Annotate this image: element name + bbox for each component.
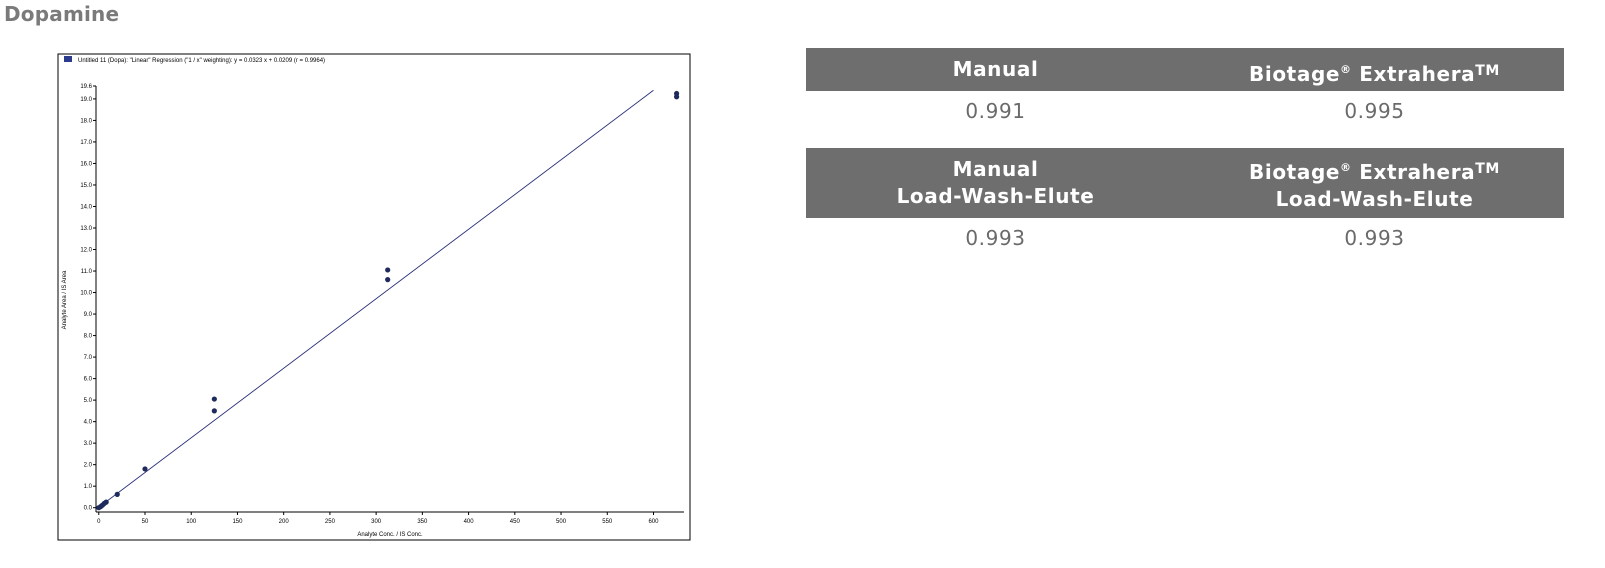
y-tick-label: 4.0 [84,420,93,426]
table1-value-row: 0.991 0.995 [806,91,1564,131]
table1-header-biotage: Biotage® ExtraheraTM [1249,62,1500,86]
y-tick-label: 8.0 [84,334,93,340]
x-tick-label: 100 [186,519,197,525]
y-tick-label: 3.0 [84,441,93,447]
x-tick-label: 50 [142,519,149,525]
chart-legend: Untitled 11 (Dopa): "Linear" Regression … [78,58,325,64]
x-tick-label: 350 [417,519,428,525]
x-tick-label: 0 [97,519,101,525]
table1-value-manual: 0.991 [965,99,1026,123]
table2-header-biotage: Biotage® ExtraheraTM Load-Wash-Elute [1249,159,1500,211]
table1-header-row: Manual Biotage® ExtraheraTM [806,48,1564,91]
table2-value-manual: 0.993 [965,226,1026,250]
y-tick-label: 19.0 [80,97,92,103]
table2-header-manual: Manual Load-Wash-Elute [896,157,1095,208]
data-point [114,491,120,497]
x-tick-label: 450 [510,519,521,525]
table1-header-manual: Manual [952,57,1039,81]
table2-value-row: 0.993 0.993 [806,218,1564,258]
x-tick-label: 250 [325,519,336,525]
y-tick-label: 12.0 [80,248,92,254]
y-tick-label: 6.0 [84,377,93,383]
x-tick-label: 400 [464,519,475,525]
x-tick-label: 300 [371,519,382,525]
calibration-chart: Untitled 11 (Dopa): "Linear" Regression … [57,53,691,541]
results-table-2: Manual Load-Wash-Elute Biotage® Extraher… [806,148,1564,258]
y-tick-label: 9.0 [84,312,93,318]
data-point [211,408,217,414]
regression-line [98,89,654,508]
y-tick-label: 2.0 [84,463,93,469]
legend-swatch [64,56,72,62]
table1-value-biotage: 0.995 [1344,99,1405,123]
x-tick-label: 150 [232,519,243,525]
chart-ylabel: Analyte Area / IS Area [62,270,68,329]
y-tick-label: 10.0 [80,291,92,297]
y-tick-label: 0.0 [84,506,93,512]
y-tick-label: 19.6 [80,84,92,90]
y-tick-label: 14.0 [80,204,92,210]
page-title: Dopamine [4,2,120,26]
data-point [211,396,217,402]
y-tick-label: 5.0 [84,398,93,404]
y-tick-label: 18.0 [80,118,92,124]
x-tick-label: 500 [556,519,567,525]
data-point [142,466,148,472]
data-point [103,499,109,505]
data-point [674,90,680,97]
y-tick-label: 16.0 [80,161,92,167]
data-point [385,267,391,273]
y-tick-label: 17.0 [80,140,92,146]
data-point [385,277,391,283]
x-tick-label: 550 [602,519,613,525]
x-tick-label: 200 [279,519,290,525]
x-tick-label: 600 [648,519,659,525]
results-table-1: Manual Biotage® ExtraheraTM 0.991 0.995 [806,48,1564,131]
chart-xlabel: Analyte Conc. / IS Conc. [357,532,423,538]
table2-header-row: Manual Load-Wash-Elute Biotage® Extraher… [806,148,1564,218]
y-tick-label: 1.0 [84,484,93,490]
y-tick-label: 7.0 [84,355,93,361]
y-tick-label: 11.0 [81,269,93,275]
table2-value-biotage: 0.993 [1344,226,1405,250]
y-tick-label: 13.0 [80,226,92,232]
y-tick-label: 15.0 [80,183,92,189]
